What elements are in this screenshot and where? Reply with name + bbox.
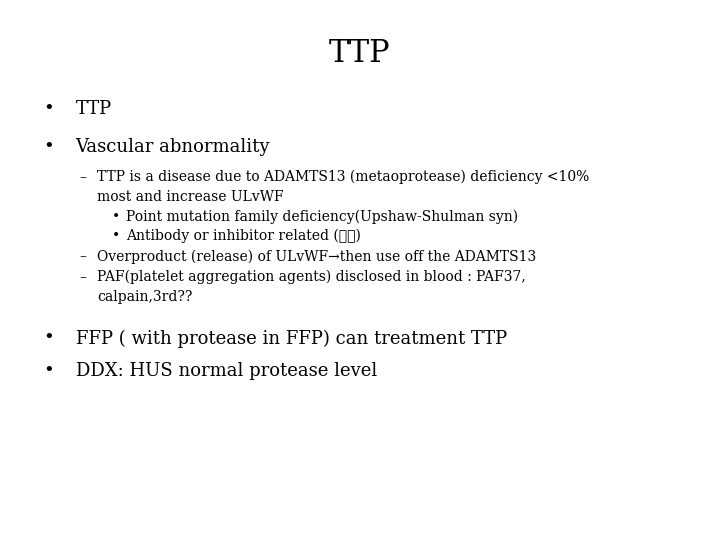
Text: •: •	[43, 329, 54, 347]
Text: Point mutation family deficiency(Upshaw-Shulman syn): Point mutation family deficiency(Upshaw-…	[126, 210, 518, 224]
Text: TTP: TTP	[329, 38, 391, 69]
Text: TTP: TTP	[76, 100, 112, 118]
Text: •: •	[112, 229, 120, 243]
Text: •: •	[112, 210, 120, 224]
Text: •: •	[43, 138, 54, 156]
Text: DDX: HUS normal protease level: DDX: HUS normal protease level	[76, 362, 377, 380]
Text: PAF(platelet aggregation agents) disclosed in blood : PAF37,: PAF(platelet aggregation agents) disclos…	[97, 270, 526, 285]
Text: calpain,3rd??: calpain,3rd??	[97, 290, 192, 304]
Text: •: •	[43, 362, 54, 380]
Text: Vascular abnormality: Vascular abnormality	[76, 138, 270, 156]
Text: most and increase ULvWF: most and increase ULvWF	[97, 190, 284, 204]
Text: Antibody or inhibitor related (居多): Antibody or inhibitor related (居多)	[126, 229, 361, 244]
Text: Overproduct (release) of ULvWF→then use off the ADAMTS13: Overproduct (release) of ULvWF→then use …	[97, 249, 536, 264]
Text: –: –	[79, 270, 86, 284]
Text: –: –	[79, 249, 86, 264]
Text: •: •	[43, 100, 54, 118]
Text: FFP ( with protease in FFP) can treatment TTP: FFP ( with protease in FFP) can treatmen…	[76, 329, 507, 348]
Text: –: –	[79, 170, 86, 184]
Text: TTP is a disease due to ADAMTS13 (metaoprotease) deficiency <10%: TTP is a disease due to ADAMTS13 (metaop…	[97, 170, 590, 185]
